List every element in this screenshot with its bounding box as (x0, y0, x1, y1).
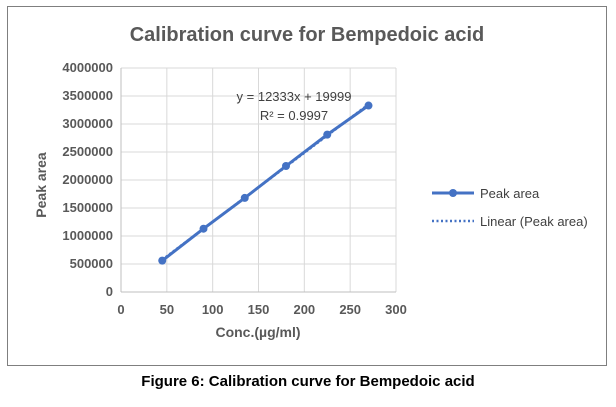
legend-trendline-label: Linear (Peak area) (480, 214, 588, 229)
series-layer (158, 101, 373, 265)
x-tick-label: 50 (160, 302, 174, 317)
legend-series-marker (449, 189, 457, 197)
data-point (240, 193, 249, 202)
y-tick-label: 500000 (70, 256, 113, 271)
x-tick-label: 200 (293, 302, 315, 317)
data-point (364, 101, 373, 110)
calibration-chart: Calibration curve for Bempedoic acid 0 50… (33, 24, 588, 340)
x-tick-label: 100 (202, 302, 224, 317)
x-axis-label: Conc.(µg/ml) (215, 324, 300, 340)
y-axis-label: Peak area (33, 152, 49, 218)
y-tick-label: 4000000 (62, 60, 113, 75)
y-tick-label: 1000000 (62, 228, 113, 243)
data-point (199, 224, 208, 233)
data-point (323, 130, 332, 139)
gridlines (121, 67, 397, 292)
y-tick-label: 0 (106, 284, 113, 299)
legend-series-label: Peak area (480, 186, 540, 201)
legend: Peak area Linear (Peak area) (432, 186, 588, 229)
y-tick-label: 3000000 (62, 116, 113, 131)
x-tick-label: 150 (248, 302, 270, 317)
chart-title: Calibration curve for Bempedoic acid (130, 24, 485, 46)
y-tick-label: 1500000 (62, 200, 113, 215)
figure-caption: Figure 6: Calibration curve for Bempedoi… (141, 373, 475, 390)
y-tick-label: 2500000 (62, 144, 113, 159)
x-tick-label: 0 (117, 302, 124, 317)
r-squared-label: R² = 0.9997 (260, 108, 328, 123)
axes-layer: 0 500000 1000000 1500000 2000000 2500000 30000… (62, 60, 406, 317)
data-point (158, 256, 167, 265)
data-point (282, 162, 290, 170)
chart-frame: Calibration curve for Bempedoic acid 0 50… (7, 6, 607, 366)
x-tick-label: 300 (385, 302, 407, 317)
y-tick-label: 3500000 (62, 88, 113, 103)
y-tick-label: 2000000 (62, 172, 113, 187)
series-line (161, 104, 370, 262)
x-tick-label: 250 (339, 302, 361, 317)
trendline-equation: y = 12333x + 19999 (237, 89, 352, 104)
